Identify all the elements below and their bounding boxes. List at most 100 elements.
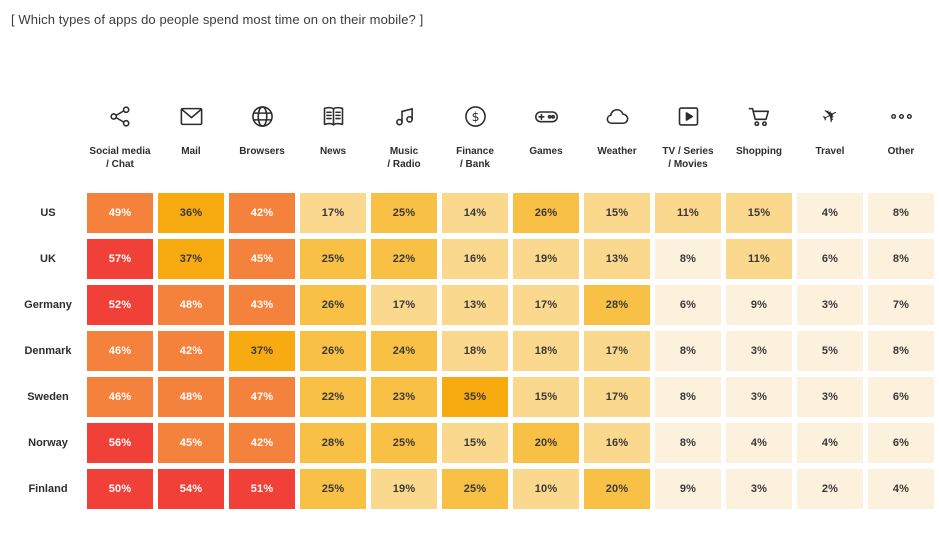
heatmap-cell-us-shopping: 15% — [726, 193, 792, 233]
heatmap-cell-us-browsers: 42% — [229, 193, 295, 233]
mail-icon — [158, 97, 224, 135]
heatmap-cell-finland-music-radio: 19% — [371, 469, 437, 509]
heatmap-cell-denmark-travel: 5% — [797, 331, 863, 371]
music-note-icon — [371, 97, 437, 135]
heatmap-cell-norway-games: 20% — [513, 423, 579, 463]
column-header-other: Other — [887, 146, 915, 157]
heatmap-cell-germany-news: 26% — [300, 285, 366, 325]
heatmap-cell-norway-other: 6% — [868, 423, 934, 463]
heatmap-cell-uk-weather: 13% — [584, 239, 650, 279]
heatmap-cell-finland-news: 25% — [300, 469, 366, 509]
heatmap-cell-us-music-radio: 25% — [371, 193, 437, 233]
heatmap-cell-us-mail: 36% — [158, 193, 224, 233]
column-header-browsers: Browsers — [239, 146, 285, 157]
heatmap-cell-sweden-games: 15% — [513, 377, 579, 417]
heatmap-cell-denmark-weather: 17% — [584, 331, 650, 371]
heatmap-cell-finland-games: 10% — [513, 469, 579, 509]
heatmap-cell-us-finance-bank: 14% — [442, 193, 508, 233]
corner-spacer — [14, 141, 82, 187]
row-label-uk: UK — [40, 253, 56, 265]
heatmap-cell-denmark-mail: 42% — [158, 331, 224, 371]
heatmap-cell-germany-other: 7% — [868, 285, 934, 325]
column-header-finance-bank: Finance / Bank — [456, 146, 494, 170]
heatmap-cell-finland-weather: 20% — [584, 469, 650, 509]
heatmap-cell-uk-finance-bank: 16% — [442, 239, 508, 279]
column-header-social-media-chat: Social media / Chat — [89, 146, 151, 170]
heatmap-cell-norway-tv-series-movies: 8% — [655, 423, 721, 463]
heatmap-cell-finland-other: 4% — [868, 469, 934, 509]
heatmap-cell-norway-finance-bank: 15% — [442, 423, 508, 463]
heatmap-cell-us-weather: 15% — [584, 193, 650, 233]
corner-spacer — [14, 97, 82, 135]
heatmap-cell-finland-mail: 54% — [158, 469, 224, 509]
heatmap-cell-denmark-shopping: 3% — [726, 331, 792, 371]
column-header-weather: Weather — [597, 146, 637, 157]
heatmap-cell-finland-travel: 2% — [797, 469, 863, 509]
plane-icon: ✈ — [797, 97, 863, 135]
heatmap-grid: $ ✈ Social media / Chat Mail Browsers News Mus… — [14, 97, 939, 509]
heatmap-cell-germany-social-media-chat: 52% — [87, 285, 153, 325]
heatmap-cell-germany-browsers: 43% — [229, 285, 295, 325]
heatmap-cell-sweden-browsers: 47% — [229, 377, 295, 417]
heatmap-cell-sweden-news: 22% — [300, 377, 366, 417]
heatmap-cell-finland-social-media-chat: 50% — [87, 469, 153, 509]
heatmap-cell-norway-social-media-chat: 56% — [87, 423, 153, 463]
heatmap-cell-uk-games: 19% — [513, 239, 579, 279]
heatmap-cell-sweden-mail: 48% — [158, 377, 224, 417]
svg-text:✈: ✈ — [817, 103, 842, 130]
heatmap-cell-norway-mail: 45% — [158, 423, 224, 463]
row-label-us: US — [40, 207, 56, 219]
gamepad-icon — [513, 97, 579, 135]
heatmap-cell-us-other: 8% — [868, 193, 934, 233]
heatmap-cell-sweden-weather: 17% — [584, 377, 650, 417]
column-header-mail: Mail — [181, 146, 201, 157]
globe-icon — [229, 97, 295, 135]
heatmap-cell-finland-tv-series-movies: 9% — [655, 469, 721, 509]
heatmap-cell-denmark-tv-series-movies: 8% — [655, 331, 721, 371]
heatmap-cell-uk-browsers: 45% — [229, 239, 295, 279]
heatmap-cell-germany-finance-bank: 13% — [442, 285, 508, 325]
news-icon — [300, 97, 366, 135]
column-header-music-radio: Music / Radio — [387, 146, 421, 170]
column-header-news: News — [319, 146, 347, 157]
heatmap-cell-uk-social-media-chat: 57% — [87, 239, 153, 279]
heatmap-cell-sweden-tv-series-movies: 8% — [655, 377, 721, 417]
heatmap-cell-us-news: 17% — [300, 193, 366, 233]
cart-icon — [726, 97, 792, 135]
heatmap-cell-norway-weather: 16% — [584, 423, 650, 463]
row-label-finland: Finland — [28, 483, 68, 495]
cloud-icon — [584, 97, 650, 135]
heatmap-cell-germany-shopping: 9% — [726, 285, 792, 325]
page-title: [ Which types of apps do people spend mo… — [11, 12, 424, 27]
heatmap-cell-uk-tv-series-movies: 8% — [655, 239, 721, 279]
heatmap-cell-uk-shopping: 11% — [726, 239, 792, 279]
heatmap-cell-norway-news: 28% — [300, 423, 366, 463]
ellipsis-icon — [868, 97, 934, 135]
heatmap-cell-germany-music-radio: 17% — [371, 285, 437, 325]
heatmap-cell-sweden-social-media-chat: 46% — [87, 377, 153, 417]
heatmap-cell-denmark-social-media-chat: 46% — [87, 331, 153, 371]
heatmap-cell-germany-travel: 3% — [797, 285, 863, 325]
heatmap-cell-denmark-news: 26% — [300, 331, 366, 371]
heatmap-cell-finland-finance-bank: 25% — [442, 469, 508, 509]
dollar-circle-icon: $ — [442, 97, 508, 135]
heatmap-cell-us-tv-series-movies: 11% — [655, 193, 721, 233]
heatmap-cell-norway-shopping: 4% — [726, 423, 792, 463]
heatmap-cell-sweden-music-radio: 23% — [371, 377, 437, 417]
heatmap-cell-norway-travel: 4% — [797, 423, 863, 463]
heatmap-cell-us-social-media-chat: 49% — [87, 193, 153, 233]
heatmap-cell-uk-travel: 6% — [797, 239, 863, 279]
heatmap-cell-finland-browsers: 51% — [229, 469, 295, 509]
column-header-travel: Travel — [815, 146, 845, 157]
heatmap-cell-uk-other: 8% — [868, 239, 934, 279]
heatmap-cell-uk-news: 25% — [300, 239, 366, 279]
heatmap-cell-sweden-travel: 3% — [797, 377, 863, 417]
heatmap-cell-norway-browsers: 42% — [229, 423, 295, 463]
row-label-sweden: Sweden — [27, 391, 69, 403]
heatmap-cell-sweden-finance-bank: 35% — [442, 377, 508, 417]
row-label-norway: Norway — [28, 437, 68, 449]
heatmap-cell-uk-mail: 37% — [158, 239, 224, 279]
heatmap-cell-denmark-games: 18% — [513, 331, 579, 371]
row-label-germany: Germany — [24, 299, 72, 311]
heatmap-cell-denmark-music-radio: 24% — [371, 331, 437, 371]
